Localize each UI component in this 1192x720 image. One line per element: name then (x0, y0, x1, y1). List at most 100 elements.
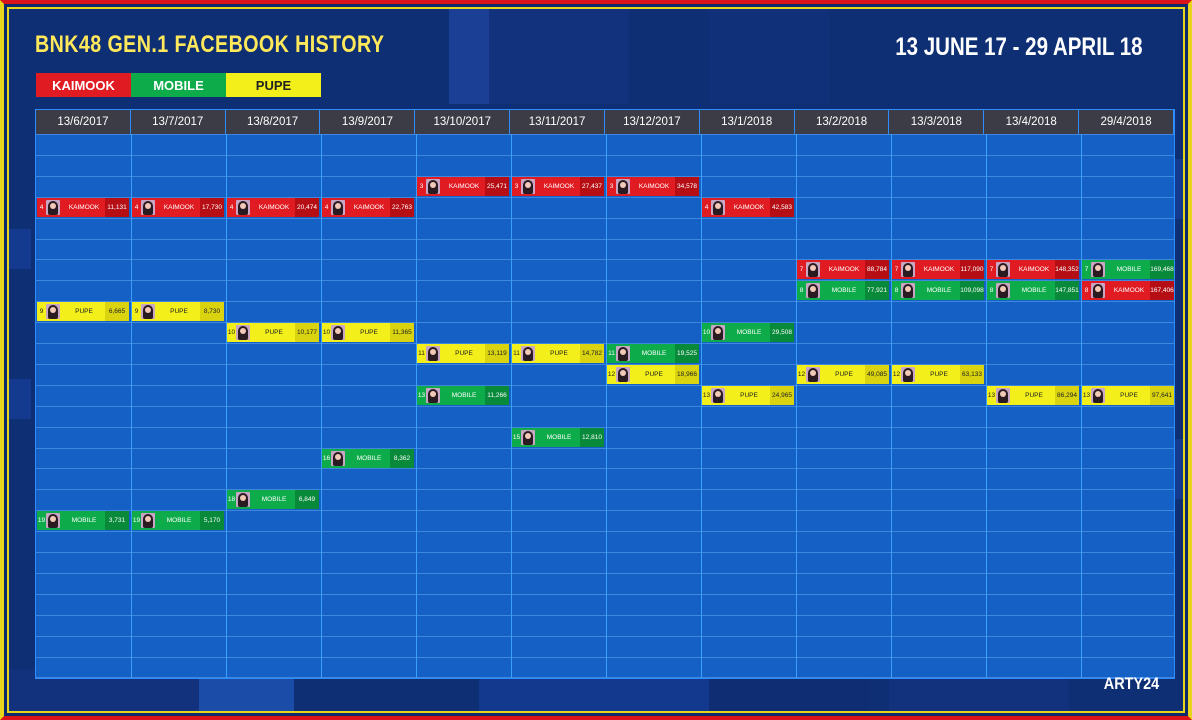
entry-follower-count: 6,849 (295, 490, 319, 510)
date-column-line (1081, 110, 1082, 678)
entry-follower-count: 11,365 (390, 323, 414, 343)
rank-row-line (36, 217, 1174, 219)
entry-member-name: PUPE (75, 308, 93, 316)
ranking-entry-mobile: 7 MOBILE 169,468 (1082, 260, 1174, 280)
ranking-chart: 13/6/2017 13/7/2017 13/8/2017 13/9/2017 13/1… (35, 109, 1175, 679)
background-block (479, 9, 629, 104)
entry-member-name: PUPE (835, 370, 853, 378)
ranking-entry-pupe: 11 PUPE 14,782 (512, 344, 604, 363)
ranking-entry-kaimook: 3 KAIMOOK 27,437 (512, 176, 604, 196)
entry-member-name: KAIMOOK (448, 182, 480, 190)
entry-follower-count: 10,177 (295, 323, 319, 343)
member-photo-face (50, 307, 56, 314)
member-photo (521, 346, 535, 361)
entry-member-name: PUPE (170, 308, 188, 316)
member-photo (711, 199, 725, 215)
member-photo-face (240, 202, 246, 209)
date-column-header: 13/1/2018 (700, 110, 795, 134)
poster-background: BNK48 GEN.1 FACEBOOK HISTORY 13 JUNE 17 … (7, 7, 1185, 713)
entry-rank: 18 (227, 496, 236, 504)
member-photo-face (810, 369, 816, 376)
rank-row-line (36, 238, 1174, 240)
entry-member-name: MOBILE (356, 454, 382, 462)
date-column-line (226, 110, 227, 678)
ranking-entry-pupe: 10 PUPE 11,365 (322, 323, 414, 343)
entry-rank: 4 (134, 203, 139, 211)
entry-rank: 7 (799, 266, 804, 274)
chart-title: BNK48 GEN.1 FACEBOOK HISTORY (35, 31, 385, 58)
ranking-entry-mobile: 8 MOBILE 77,921 (797, 281, 889, 301)
date-column-line (891, 110, 892, 678)
entry-rank: 13 (1082, 391, 1091, 399)
entry-rank: 10 (322, 329, 331, 337)
entry-rank: 19 (132, 517, 141, 525)
rank-row-line (36, 531, 1174, 533)
legend-item-kaimook: KAIMOOK (36, 73, 131, 97)
entry-rank: 4 (324, 203, 329, 211)
member-photo (1091, 387, 1105, 403)
entry-member-name: MOBILE (1021, 287, 1047, 295)
entry-member-name: KAIMOOK (68, 203, 100, 211)
date-column-header: 13/12/2017 (605, 110, 700, 134)
member-photo-face (50, 516, 56, 523)
date-column-header: 13/11/2017 (510, 110, 605, 134)
member-photo-face (525, 432, 531, 439)
background-block (9, 379, 31, 419)
entry-follower-count: 5,170 (200, 511, 224, 531)
ranking-entry-kaimook: 7 KAIMOOK 148,352 (987, 260, 1079, 280)
member-photo (141, 304, 155, 320)
entry-member-name: PUPE (645, 370, 663, 378)
rank-row-line (36, 301, 1174, 303)
entry-rank: 9 (39, 308, 44, 316)
ranking-entry-kaimook: 8 KAIMOOK 167,406 (1082, 281, 1174, 301)
date-column-line (511, 110, 512, 678)
rank-row-line (36, 447, 1174, 449)
rank-row-line (36, 322, 1174, 324)
entry-follower-count: 109,098 (960, 281, 984, 301)
entry-follower-count: 11,266 (485, 385, 509, 405)
entry-rank: 8 (1084, 287, 1089, 295)
entry-follower-count: 167,406 (1150, 281, 1174, 301)
rank-row-line (36, 343, 1174, 344)
date-column-line (321, 110, 322, 678)
date-header-row: 13/6/2017 13/7/2017 13/8/2017 13/9/2017 13/1… (36, 110, 1174, 134)
member-photo (521, 178, 535, 194)
member-photo (901, 366, 915, 382)
member-photo (616, 366, 630, 382)
background-block (1174, 439, 1183, 499)
rank-row-line (36, 134, 1174, 135)
entry-follower-count: 8,730 (200, 302, 224, 322)
entry-rank: 3 (514, 182, 519, 190)
entry-follower-count: 34,578 (675, 176, 699, 196)
date-column-header: 13/6/2017 (36, 110, 131, 134)
entry-follower-count: 24,965 (770, 385, 794, 405)
entry-member-name: KAIMOOK (638, 182, 670, 190)
member-photo-face (620, 349, 626, 355)
member-photo (236, 325, 250, 341)
entry-member-name: PUPE (1120, 391, 1138, 399)
member-photo (806, 283, 820, 299)
member-photo-face (145, 516, 151, 523)
member-photo (46, 199, 60, 215)
member-photo-face (1000, 390, 1006, 397)
date-column-header: 13/2/2018 (795, 110, 890, 134)
member-photo-face (1000, 265, 1006, 272)
rank-row-line (36, 384, 1174, 386)
entry-member-name: KAIMOOK (258, 203, 290, 211)
member-photo (236, 492, 250, 508)
credit-label: ARTY24 (1103, 674, 1159, 693)
rank-row-line (36, 405, 1174, 407)
date-column-line (131, 110, 132, 678)
ranking-entry-pupe: 10 PUPE 10,177 (227, 323, 319, 343)
entry-member-name: KAIMOOK (1113, 287, 1145, 295)
member-photo-face (430, 390, 436, 397)
entry-follower-count: 25,471 (485, 176, 509, 196)
ranking-entry-kaimook: 3 KAIMOOK 34,578 (607, 176, 699, 196)
ranking-entry-kaimook: 3 KAIMOOK 25,471 (417, 176, 509, 196)
entry-follower-count: 147,851 (1055, 281, 1079, 301)
date-column-line (701, 110, 702, 678)
ranking-entry-kaimook: 7 KAIMOOK 88,784 (797, 260, 889, 280)
entry-member-name: KAIMOOK (923, 266, 955, 274)
member-photo (521, 429, 535, 445)
